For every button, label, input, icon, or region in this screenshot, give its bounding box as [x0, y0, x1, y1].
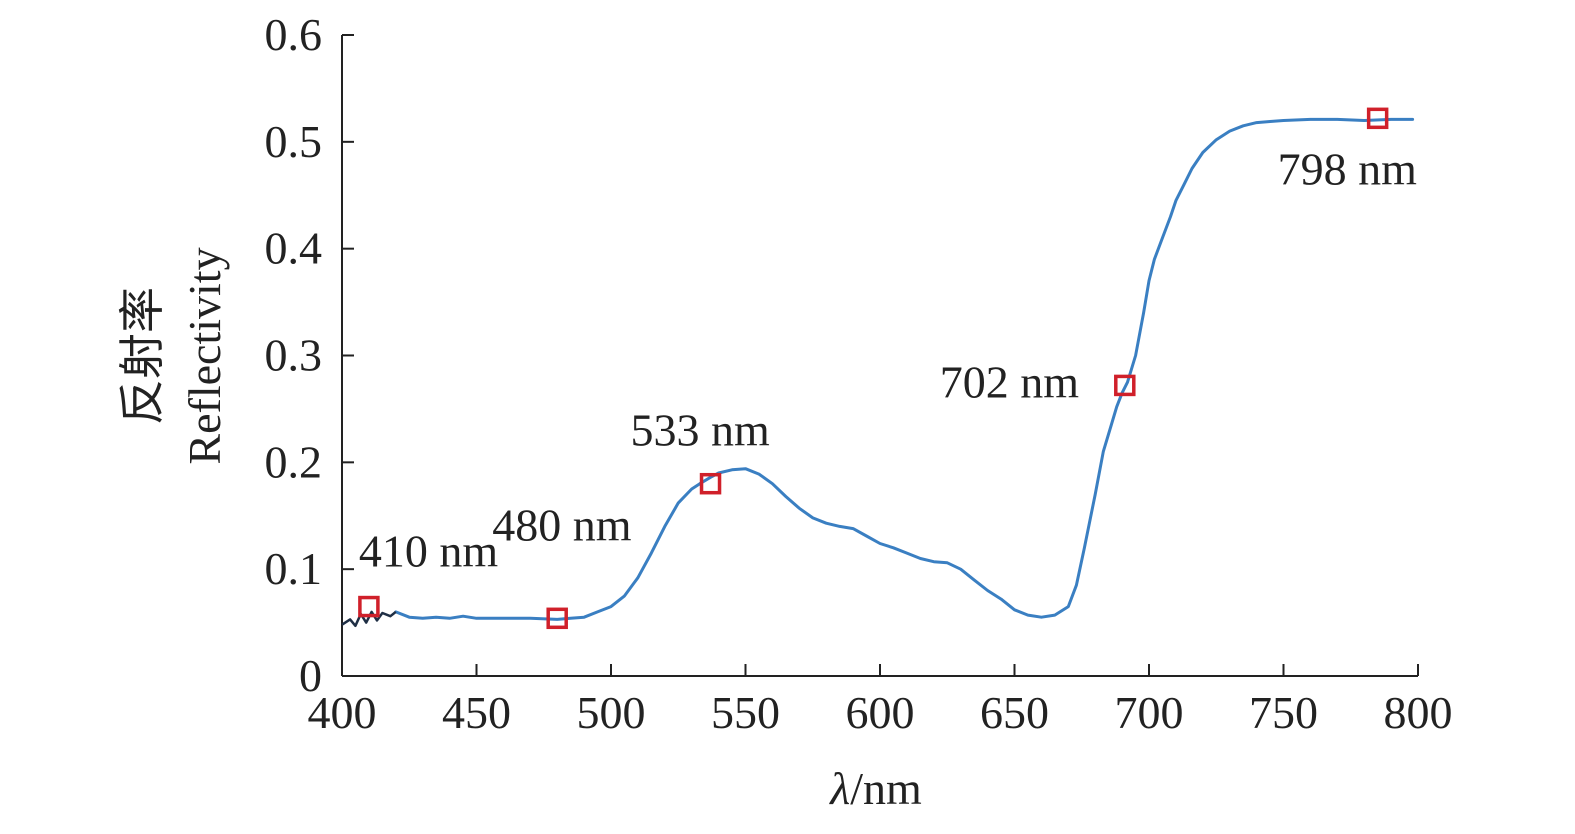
y-tick-label: 0.2 [265, 436, 323, 487]
x-axis-title: λ/nm [828, 763, 922, 814]
marker-label: 410 nm [359, 526, 499, 577]
x-tick-label: 400 [308, 687, 377, 738]
y-tick-label: 0.1 [265, 543, 323, 594]
y-axis-title-en: Reflectivity [179, 247, 230, 464]
x-tick-label: 800 [1384, 687, 1453, 738]
x-tick-label: 500 [577, 687, 646, 738]
x-tick-label: 750 [1249, 687, 1318, 738]
highlight-marker [699, 472, 722, 495]
axes-layer: 400 450 500 550 600 650 700 750 800 0 0.1 0.2 0.3 0.4… [117, 9, 1453, 814]
y-tick-label: 0.5 [265, 116, 323, 167]
x-tick-label: 550 [711, 687, 780, 738]
y-tick-label: 0.3 [265, 330, 323, 381]
highlight-marker [1114, 374, 1136, 397]
x-tick-label: 700 [1115, 687, 1184, 738]
y-axis-title-cn: 反射率 [117, 287, 168, 425]
marker-label: 533 nm [631, 405, 771, 456]
y-tick-label: 0.4 [265, 223, 323, 274]
marker-label: 702 nm [940, 356, 1080, 407]
marker-label: 480 nm [492, 499, 632, 550]
marker-layer [358, 107, 1389, 630]
y-tick-label: 0 [299, 650, 322, 701]
marker-label: 798 nm [1278, 143, 1418, 194]
highlight-marker [546, 607, 568, 630]
x-axis-title-unit: /nm [850, 763, 922, 814]
highlight-marker [358, 595, 380, 618]
x-tick-label: 600 [846, 687, 915, 738]
reflectivity-line [394, 117, 1415, 621]
x-tick-label: 450 [442, 687, 511, 738]
x-tick-label: 650 [980, 687, 1049, 738]
highlight-marker [1366, 107, 1389, 130]
x-axis-title-symbol: λ [828, 763, 850, 814]
y-tick-label: 0.6 [265, 9, 323, 60]
